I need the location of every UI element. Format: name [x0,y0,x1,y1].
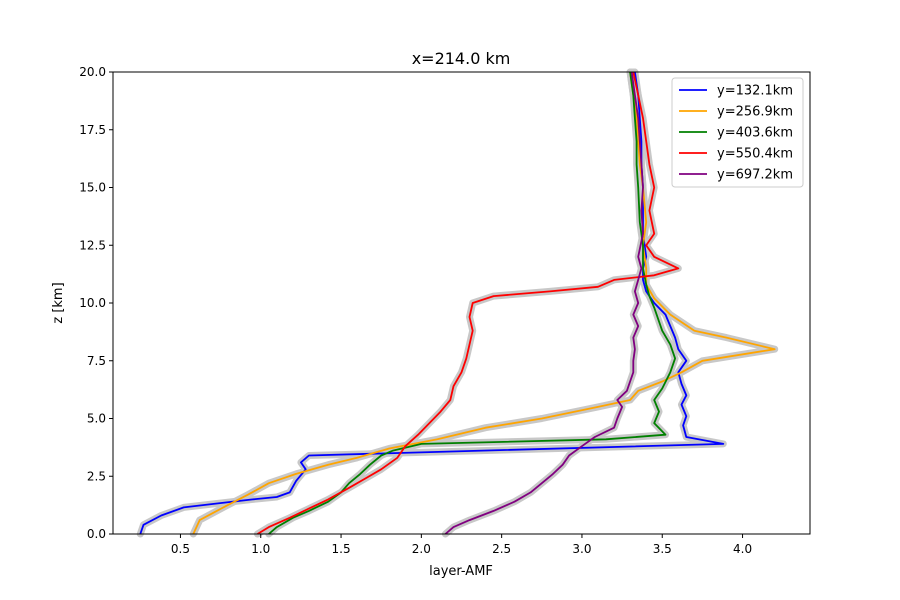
legend-frame [671,77,804,188]
legend-label-2: y=256.9km [717,105,793,120]
series-line-2 [192,71,776,535]
y-tick-label: 17.5 [79,123,106,137]
x-tick-label: 2.0 [412,542,431,556]
x-tick-label: 1.5 [332,542,351,556]
series-line-3 [268,71,676,535]
x-axis-label: layer-AMF [429,564,493,579]
x-tick-label: 2.5 [492,542,511,556]
y-tick-label: 7.5 [87,354,106,368]
y-tick-label: 10.0 [79,296,106,310]
y-tick-label: 0.0 [87,527,106,541]
y-tick-label: 5.0 [87,412,106,426]
series-line-5 [444,71,644,535]
x-tick-label: 3.0 [572,542,591,556]
x-tick-label: 0.5 [171,542,190,556]
y-tick-label: 15.0 [79,181,106,195]
legend-label-3: y=403.6km [717,126,793,141]
x-tick-label: 4.0 [733,542,752,556]
legend-label-4: y=550.4km [717,147,793,162]
x-tick-label: 1.0 [251,542,270,556]
y-tick-label: 20.0 [79,65,106,79]
series-lines [139,71,776,535]
x-axis-ticks: 0.5 1.0 1.5 2.0 2.5 3.0 3.5 4.0 [171,534,752,556]
chart-title: x=214.0 km [412,49,511,68]
y-axis-ticks: 0.0 2.5 5.0 7.5 10.0 12.5 15.0 17.5 20.0 [79,65,113,541]
series-line-1 [139,71,725,535]
legend: y=132.1km y=256.9km y=403.6km y=550.4km y=69… [671,77,804,188]
legend-label-5: y=697.2km [717,168,793,183]
plot-area-frame [112,71,811,535]
y-tick-label: 12.5 [79,238,106,252]
y-tick-label: 2.5 [87,469,106,483]
series-line-4 [257,71,680,535]
x-tick-label: 3.5 [653,542,672,556]
y-axis-label: z [km] [51,282,66,323]
legend-label-1: y=132.1km [717,84,793,99]
